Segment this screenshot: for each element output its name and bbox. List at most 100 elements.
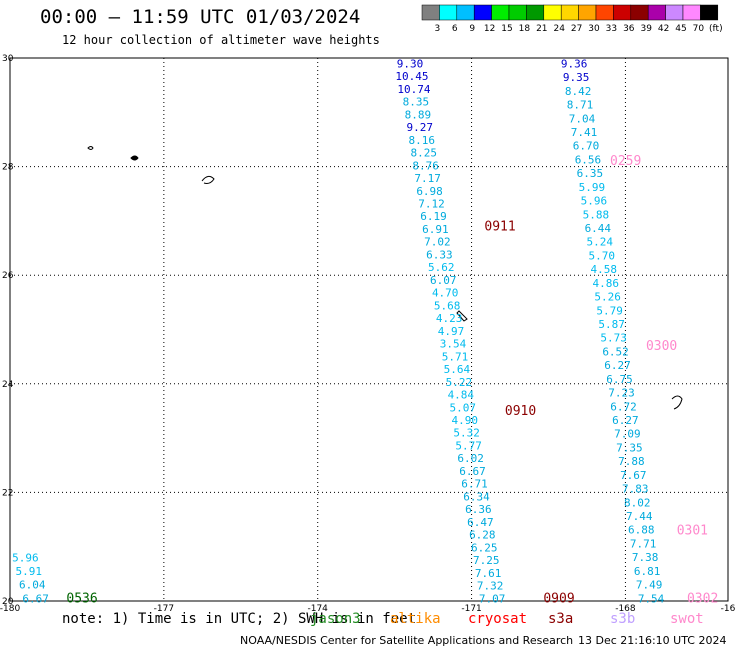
wave-height-value: 6.02 — [457, 452, 484, 465]
legend-tick-label: 39 — [640, 24, 652, 34]
pass-time-label: 0911 — [484, 219, 515, 234]
wave-height-value: 5.96 — [581, 195, 608, 208]
footer-note: note: 1) Time is in UTC; 2) SWH is in fe… — [62, 611, 417, 627]
legend-tick-label: 9 — [469, 24, 475, 34]
wave-height-value: 7.25 — [473, 554, 500, 567]
wave-height-value: 5.87 — [598, 318, 625, 331]
mission-label-jason3: jason3 — [310, 611, 361, 627]
wave-height-value: 8.25 — [410, 147, 437, 160]
wave-height-value: 7.67 — [620, 469, 647, 482]
legend-swatch — [491, 4, 510, 21]
wave-height-value: 5.99 — [579, 181, 606, 194]
wave-height-value: 7.38 — [632, 551, 659, 564]
wave-height-value: 10.45 — [395, 70, 428, 83]
wave-height-value: 7.17 — [414, 172, 441, 185]
wave-height-value: 8.35 — [403, 96, 430, 109]
wave-height-value: 5.24 — [587, 236, 614, 249]
wave-height-value: 7.07 — [479, 592, 506, 605]
legend-tick-label: 24 — [553, 24, 565, 34]
y-tick-label: 26 — [2, 271, 14, 281]
wave-height-value: 8.71 — [567, 99, 594, 112]
wave-height-value: 5.77 — [455, 439, 482, 452]
wave-height-value: 7.12 — [418, 198, 445, 211]
mission-label-s3a: s3a — [548, 611, 574, 627]
legend-swatch — [543, 4, 562, 21]
wave-height-value: 10.74 — [397, 83, 430, 96]
wave-height-value: 3.54 — [440, 338, 467, 351]
wave-height-value: 8.76 — [412, 159, 439, 172]
pass-time-labels: 0259 0911 0300 0910 0301 0909 0302 0536 — [66, 154, 718, 606]
legend-swatch — [560, 4, 579, 21]
legend-tick-label: 45 — [675, 24, 686, 34]
wave-height-value: 7.49 — [636, 579, 663, 592]
wave-height-value: 4.70 — [432, 287, 459, 300]
wave-height-value: 6.71 — [461, 478, 488, 491]
legend-swatch — [456, 4, 475, 21]
x-tick-label: -171 — [461, 604, 481, 614]
wave-height-value: 8.89 — [405, 108, 432, 121]
legend-swatch — [613, 4, 632, 21]
island-shape — [201, 175, 215, 184]
wave-height-value: 6.75 — [606, 373, 633, 386]
wave-height-value: 5.62 — [428, 261, 455, 274]
wave-height-value: 4.23 — [436, 312, 463, 325]
wave-height-value: 6.27 — [612, 414, 639, 427]
x-tick-label: -180 — [0, 604, 20, 614]
wave-height-value: 7.04 — [569, 112, 596, 125]
page-subtitle: 12 hour collection of altimeter wave hei… — [62, 33, 380, 47]
wave-height-value: 7.41 — [571, 126, 598, 139]
color-scale-legend: 3 6 9 12 15 18 21 24 27 30 33 36 39 42 45 70 (ft) — [421, 4, 723, 34]
legend-swatch — [508, 4, 527, 21]
y-tick-label: 22 — [2, 488, 13, 498]
wave-height-value: 6.52 — [602, 345, 629, 358]
wave-height-value: 5.07 — [450, 401, 477, 414]
wave-height-value: 5.71 — [442, 350, 469, 363]
island-shape — [130, 155, 139, 161]
wave-height-value: 9.35 — [563, 71, 590, 84]
wave-height-value: 6.70 — [573, 140, 600, 153]
wave-height-value: 6.44 — [585, 222, 612, 235]
wave-height-value: 6.28 — [469, 529, 496, 542]
wave-height-value: 9.36 — [561, 57, 588, 70]
pass-time-label: 0259 — [610, 154, 641, 169]
wave-height-value: 7.09 — [614, 428, 641, 441]
y-tick-label: 20 — [2, 597, 14, 607]
mission-label-s3b: s3b — [610, 611, 636, 627]
legend-swatch — [682, 4, 701, 21]
wave-height-value: 5.73 — [600, 332, 627, 345]
wave-height-value: 6.19 — [420, 210, 447, 223]
wave-height-value: 5.64 — [444, 363, 471, 376]
wave-height-value: 7.44 — [626, 510, 653, 523]
wave-height-value: 5.70 — [589, 249, 616, 262]
island-shape — [456, 310, 468, 322]
wave-height-value: 9.27 — [407, 121, 434, 134]
legend-swatch — [647, 4, 666, 21]
y-tick-label: 24 — [2, 380, 14, 390]
generated-timestamp: 13 Dec 21:16:10 UTC 2024 — [578, 634, 727, 647]
wave-height-value: 6.36 — [465, 503, 492, 516]
wave-height-value: 5.79 — [596, 304, 623, 317]
island-outlines — [87, 146, 683, 410]
legend-tick-label: 27 — [571, 24, 582, 34]
wave-height-value: 5.96 — [12, 552, 39, 565]
wave-height-value: 9.30 — [397, 57, 424, 70]
satellite-tracks: 9.3010.4510.748.358.899.278.168.258.767.… — [12, 57, 665, 605]
pass-time-label: 0910 — [505, 404, 536, 419]
wave-height-value: 5.68 — [434, 299, 461, 312]
x-tick-label: -16 — [721, 604, 736, 614]
wave-height-value: 7.02 — [424, 236, 451, 249]
legend-tick-label: 3 — [435, 24, 441, 34]
wave-height-value: 7.35 — [616, 441, 643, 454]
map-grid — [10, 58, 728, 601]
wave-height-value: 6.07 — [430, 274, 457, 287]
legend-swatch — [630, 4, 649, 21]
wave-height-value: 6.67 — [459, 465, 486, 478]
legend-swatch — [421, 4, 440, 21]
wave-height-value: 8.42 — [565, 85, 592, 98]
wave-height-value: 5.91 — [16, 565, 43, 578]
pass-time-label: 0302 — [687, 591, 718, 606]
wave-height-value: 6.88 — [628, 524, 655, 537]
island-shape — [671, 395, 683, 410]
y-tick-label: 30 — [2, 54, 14, 64]
island-shape — [87, 146, 94, 150]
